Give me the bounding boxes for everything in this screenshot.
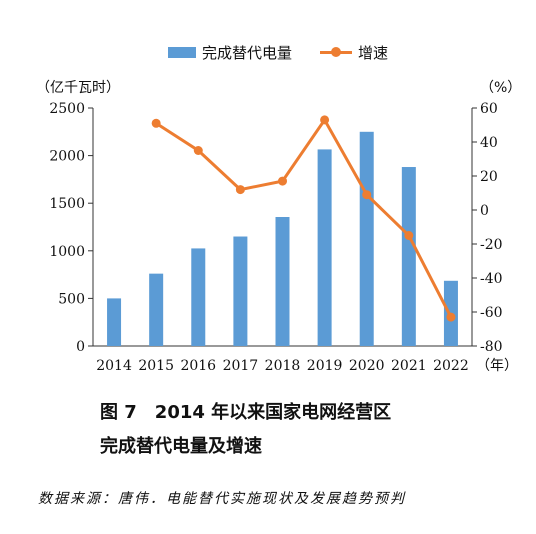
y-right-tick-label: 40 [480,135,498,151]
bar [107,298,122,346]
bar [275,217,290,346]
bar [317,149,332,346]
growth-point [362,190,372,200]
x-tick-label: 2015 [138,358,174,374]
y-left-tick-label: 2000 [49,149,85,165]
bar [233,236,248,346]
y-right-tick-label: -40 [480,271,503,287]
bar [191,248,206,346]
legend-bar-swatch [168,47,196,58]
growth-line [155,117,453,318]
x-tick-label: 2021 [391,358,427,374]
y-right-tick-label: 0 [480,203,489,219]
growth-point [235,185,245,195]
growth-point [320,115,330,125]
y-left-tick-label: 500 [58,291,85,307]
y-right-tick-label: -80 [480,339,503,355]
y-right-axis-label: （%） [480,80,521,96]
x-tick-label: 2020 [349,358,385,374]
bar [401,167,416,346]
x-tick-label: 2017 [223,358,259,374]
y-right-tick-label: 60 [480,101,498,117]
legend-item-bar: 完成替代电量 [168,42,292,63]
y-left-tick-label: 0 [76,339,85,355]
figure-caption-line1: 图 7 2014 年以来国家电网经营区 [100,402,392,423]
legend: 完成替代电量 增速 [0,42,536,62]
plot-area: 0 500 1000 1500 2000 2500 -80 -60 -40 -20 0 20 40 60 （… [36,80,521,374]
x-axis-unit: （年） [476,358,518,374]
y-left-axis-label: （亿千瓦时） [36,80,120,96]
legend-item-line: 增速 [320,42,388,63]
growth-point [193,146,203,155]
chart: 0 500 1000 1500 2000 2500 -80 -60 -40 -20 0 20 40 60 （… [36,80,521,374]
legend-line-label: 增速 [358,44,389,62]
figure-caption-line2: 完成替代电量及增速 [100,436,262,457]
legend-bar-label: 完成替代电量 [202,44,293,62]
y-left-tick-label: 1500 [49,196,85,212]
x-tick-label: 2014 [96,358,132,374]
legend-line-swatch [320,47,352,58]
y-right-tick-label: -20 [480,237,503,253]
data-source: 数据来源：唐伟．电能替代实施现状及发展趋势预判 [38,491,406,507]
growth-point [278,176,287,186]
y-left-tick-label: 1000 [49,244,85,260]
x-tick-label: 2022 [433,358,469,374]
bar [359,131,374,346]
bar [149,273,164,346]
growth-point [446,312,456,322]
x-tick-label: 2018 [265,358,301,374]
growth-point [151,118,161,128]
x-tick-label: 2019 [307,358,343,374]
y-left-tick-label: 2500 [49,101,85,117]
x-tick-label: 2016 [180,358,216,374]
growth-point [404,231,414,240]
y-right-tick-label: -60 [480,305,503,321]
y-right-tick-label: 20 [480,169,498,185]
